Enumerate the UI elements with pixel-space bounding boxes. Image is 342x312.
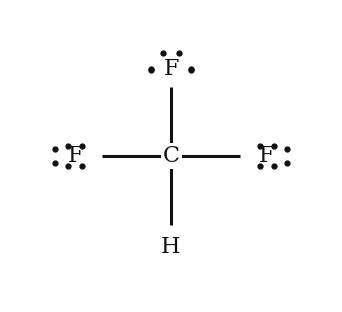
Text: F: F — [163, 58, 179, 80]
Text: H: H — [161, 236, 181, 258]
Text: F: F — [259, 145, 275, 167]
Text: F: F — [67, 145, 83, 167]
Text: C: C — [162, 145, 180, 167]
